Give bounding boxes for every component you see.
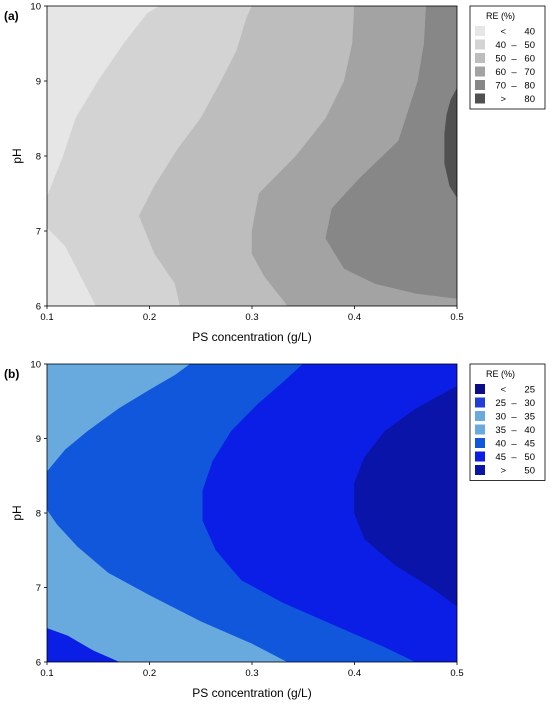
y-tick-label: 7 [36, 583, 41, 594]
x-axis-label: PS concentration (g/L) [192, 686, 311, 700]
y-tick-label: 8 [36, 152, 41, 163]
legend-high: 60 [524, 54, 535, 65]
legend-high: 50 [524, 40, 535, 51]
legend-swatch [475, 66, 485, 77]
legend-swatch [475, 80, 485, 90]
y-tick-label: 9 [36, 434, 41, 445]
y-axis-label: pH [10, 505, 24, 520]
legend-dash: – [511, 54, 517, 65]
x-tick-label: 0.3 [245, 312, 258, 323]
legend-swatch [475, 411, 485, 421]
x-axis-label: PS concentration (g/L) [192, 330, 311, 344]
legend-low: 70 [495, 81, 506, 92]
legend-dash: – [511, 81, 517, 92]
legend-low: 45 [495, 452, 506, 463]
legend-swatch [475, 39, 485, 50]
legend-swatch [475, 438, 485, 448]
legend-swatch [475, 93, 485, 104]
panel-label: (b) [4, 367, 19, 381]
legend-dash: – [511, 425, 517, 436]
legend-swatch [475, 397, 485, 408]
legend-low: 40 [495, 439, 506, 450]
contour-panel-a: 0.1 0.2 0.3 0.4 0.5 6 7 8 9 10 PS concentration (g… [4, 2, 546, 344]
contour-regions [47, 364, 457, 662]
y-axis-label: pH [10, 148, 24, 163]
y-tick-label: 9 [36, 77, 41, 88]
legend-dash: – [511, 398, 517, 409]
legend-swatch [475, 465, 485, 475]
y-tick-label: 6 [36, 658, 41, 669]
legend-low: 35 [495, 425, 506, 436]
legend-high: 40 [524, 425, 535, 436]
legend-high: 50 [524, 466, 535, 477]
contour-region-level-5 [325, 6, 457, 299]
legend-swatch [475, 53, 485, 63]
contour-region-level-6 [444, 88, 457, 198]
legend-swatch [475, 384, 485, 394]
legend-title: RE (%) [486, 11, 515, 21]
x-tick-label: 0.2 [143, 312, 156, 323]
y-tick-label: 10 [30, 360, 41, 371]
x-tick-label: 0.5 [450, 668, 463, 679]
legend-high: 50 [524, 452, 535, 463]
contour-regions [47, 6, 457, 306]
legend-high: 80 [524, 94, 535, 105]
legend-high: 40 [524, 27, 535, 38]
legend-high: 30 [524, 398, 535, 409]
legend-low: 60 [495, 67, 506, 78]
legend-high: 70 [524, 67, 535, 78]
y-tick-label: 10 [30, 2, 41, 13]
legend-dash: – [511, 412, 517, 423]
legend-low: 50 [495, 54, 506, 65]
legend-high: 25 [524, 385, 535, 396]
legend-high: 35 [524, 412, 535, 423]
legend-dash: – [511, 452, 517, 463]
x-tick-label: 0.3 [245, 668, 258, 679]
y-tick-label: 8 [36, 509, 41, 520]
legend-title: RE (%) [486, 369, 515, 379]
contour-panel-b: 0.1 0.2 0.3 0.4 0.5 6 7 8 9 10 PS concentration (g… [4, 360, 546, 700]
x-tick-label: 0.4 [348, 312, 361, 323]
contour-region-level-6 [47, 628, 119, 662]
x-tick-label: 0.1 [40, 312, 53, 323]
y-tick-label: 6 [36, 302, 41, 313]
legend-low: < [500, 27, 506, 38]
panel-label: (a) [4, 9, 19, 23]
legend-dash: – [511, 40, 517, 51]
x-tick-label: 0.1 [40, 668, 53, 679]
legend-low: < [500, 385, 506, 396]
legend-high: 80 [524, 81, 535, 92]
y-tick-label: 7 [36, 227, 41, 238]
legend-low: 30 [495, 412, 506, 423]
legend-high: 45 [524, 439, 535, 450]
x-tick-label: 0.2 [143, 668, 156, 679]
legend-low: > [500, 94, 506, 105]
legend-swatch [475, 451, 485, 462]
contour-region-level-7 [354, 386, 457, 607]
legend-low: 25 [495, 398, 506, 409]
x-tick-label: 0.4 [348, 668, 361, 679]
legend-low: > [500, 466, 506, 477]
x-tick-label: 0.5 [450, 312, 463, 323]
legend-swatch [475, 26, 485, 36]
legend-swatch [475, 424, 485, 435]
legend-low: 40 [495, 40, 506, 51]
legend-dash: – [511, 67, 517, 78]
legend-dash: – [511, 439, 517, 450]
